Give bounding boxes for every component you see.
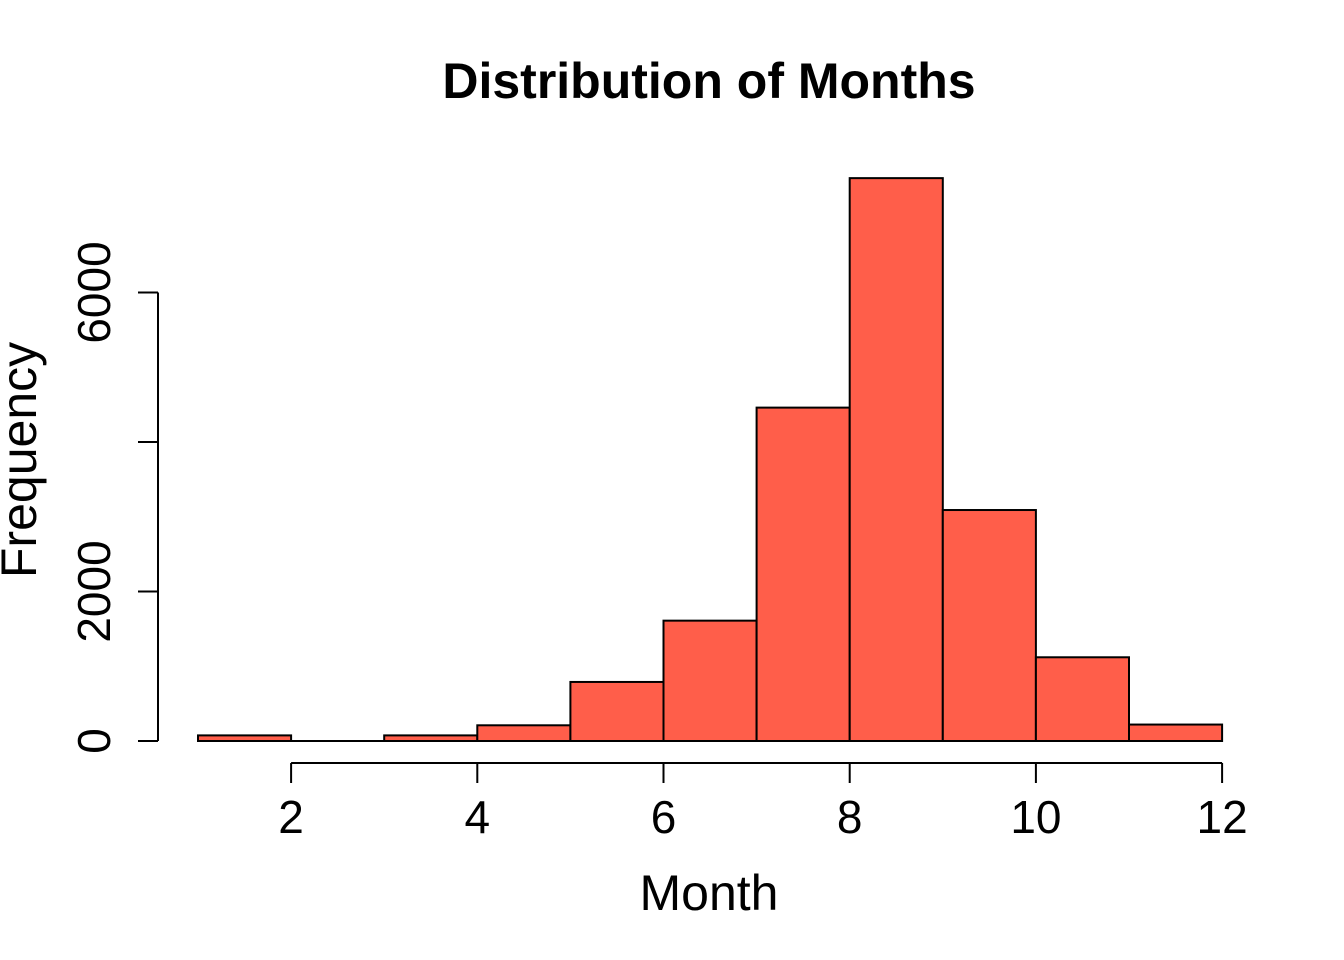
- x-tick-label: 4: [465, 791, 491, 843]
- histogram-bar: [1034, 656, 1131, 743]
- histogram-bar: [848, 177, 944, 742]
- x-tick-label: 10: [1010, 791, 1061, 843]
- y-axis: 0 2000 6000: [68, 241, 159, 754]
- y-tick-label: 0: [68, 728, 120, 754]
- bars-group: [197, 177, 1224, 743]
- histogram-bar: [755, 406, 851, 742]
- histogram-bar: [476, 724, 572, 742]
- y-axis-label: Frequency: [0, 342, 47, 578]
- x-axis-label: Month: [640, 865, 779, 921]
- histogram-bar: [569, 680, 665, 743]
- histogram-bar: [1128, 723, 1224, 742]
- histogram-bar: [197, 734, 293, 742]
- x-axis: 2 4 6 8 10 12: [278, 762, 1248, 843]
- y-tick-label: 2000: [68, 540, 120, 642]
- x-tick-label: 2: [278, 791, 304, 843]
- histogram-bar: [662, 619, 758, 743]
- x-tick-label: 8: [837, 791, 863, 843]
- y-tick-label: 6000: [68, 241, 120, 343]
- x-tick-label: 6: [651, 791, 677, 843]
- x-tick-label: 12: [1197, 791, 1248, 843]
- histogram-bar: [383, 734, 479, 742]
- chart-title: Distribution of Months: [442, 53, 975, 109]
- histogram-bar: [941, 509, 1037, 742]
